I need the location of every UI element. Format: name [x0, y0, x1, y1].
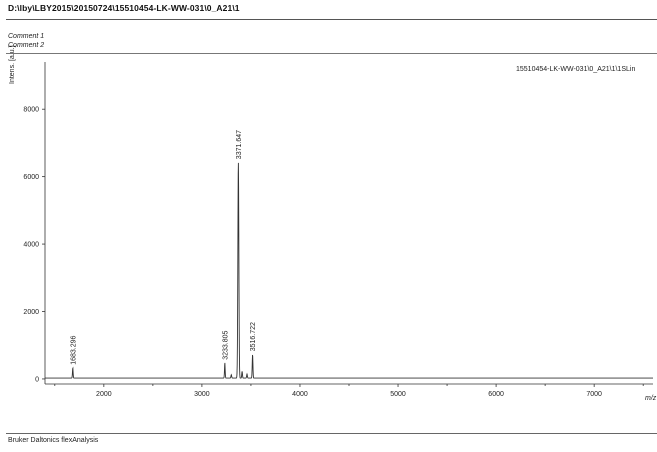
x-tick-label: 2000 — [96, 391, 112, 398]
footer-software-label: Bruker Daltonics flexAnalysis — [8, 437, 99, 444]
x-tick-label: 3000 — [194, 391, 210, 398]
y-tick-label: 8000 — [23, 107, 39, 114]
x-axis-label: m/z — [645, 395, 657, 402]
comment-2: Comment 2 — [8, 42, 45, 49]
peak-labels: 1683.296 3233.805 3371.647 3516.722 — [70, 130, 257, 365]
file-path-title: D:\lby\LBY2015\20150724\15510454-LK-WW-0… — [8, 3, 240, 13]
x-axis-ticks: 2000 3000 4000 5000 6000 7000 — [54, 384, 644, 398]
y-tick-label: 6000 — [23, 174, 39, 181]
y-tick-label: 2000 — [23, 309, 39, 316]
peak-label: 3516.722 — [250, 322, 257, 351]
chart-axes — [44, 62, 653, 385]
y-tick-label: 4000 — [23, 242, 39, 249]
x-tick-label: 5000 — [390, 391, 406, 398]
series-label: 15510454-LK-WW-031\0_A21\1\1SLin — [516, 66, 635, 73]
footer-divider — [6, 433, 657, 434]
comment-divider — [6, 53, 657, 54]
x-tick-label: 7000 — [586, 391, 602, 398]
peak-label: 3233.805 — [222, 330, 229, 359]
spectrum-line — [45, 162, 653, 379]
x-tick-label: 4000 — [292, 391, 308, 398]
peak-label: 3371.647 — [236, 130, 243, 159]
y-tick-label: 0 — [35, 376, 39, 383]
x-tick-label: 6000 — [488, 391, 504, 398]
y-axis-label: Intens. [a.u.] — [9, 45, 16, 84]
peak-label: 1683.296 — [70, 335, 77, 364]
header-divider — [6, 19, 657, 20]
comment-1: Comment 1 — [8, 33, 45, 40]
y-axis-ticks: 0 2000 4000 6000 8000 — [23, 107, 45, 383]
